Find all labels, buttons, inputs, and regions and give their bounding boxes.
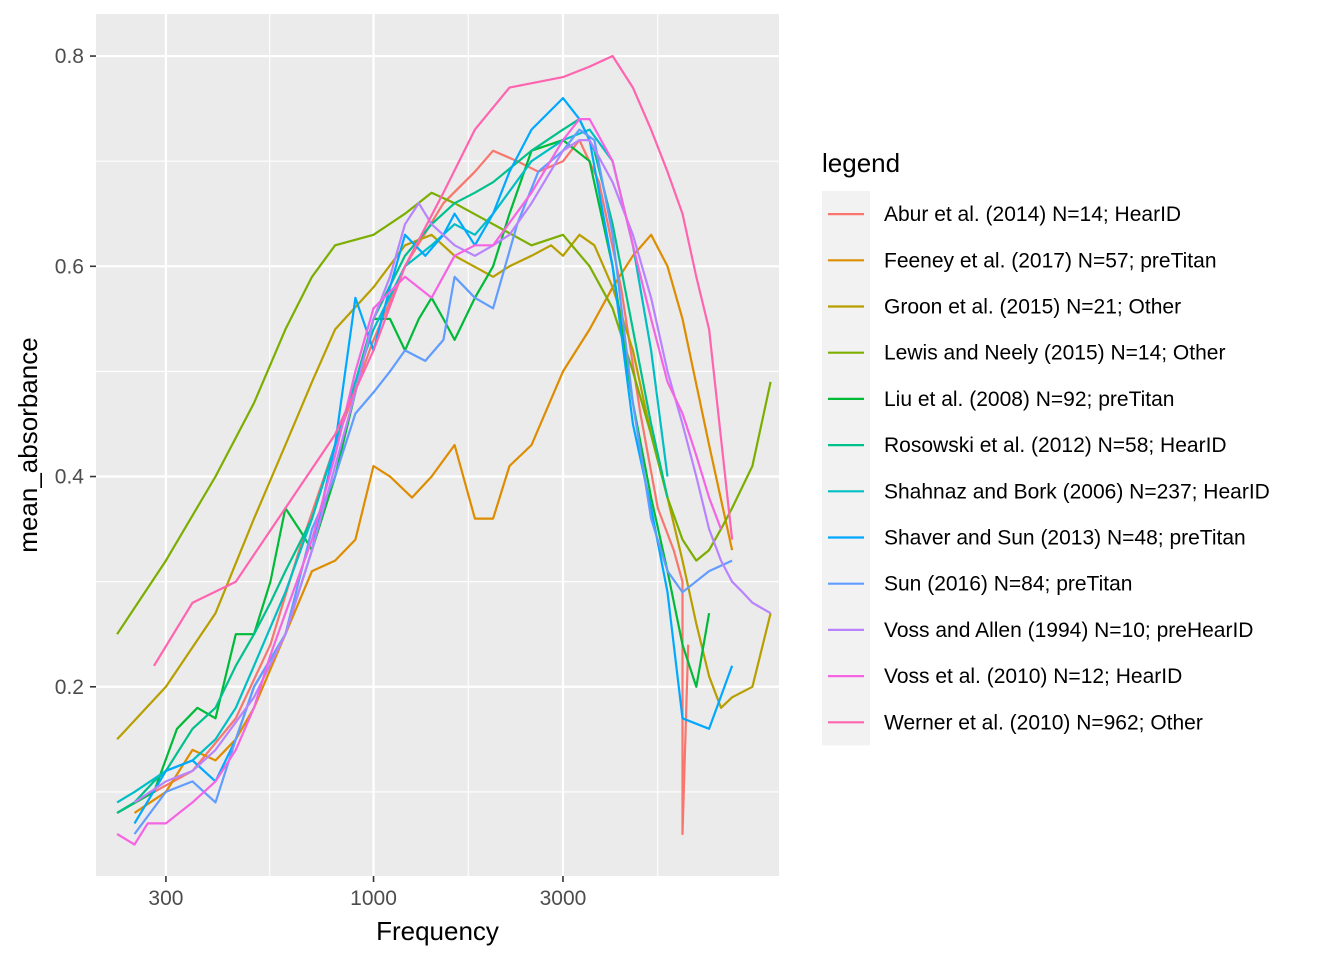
x-tick-label: 1000	[350, 887, 397, 910]
legend-keys-background	[822, 191, 870, 746]
legend-label-9: Sun (2016) N=84; preTitan	[884, 573, 1132, 596]
legend-label-3: Groon et al. (2015) N=21; Other	[884, 296, 1181, 319]
legend-label-7: Shahnaz and Bork (2006) N=237; HearID	[884, 480, 1270, 503]
legend-label-12: Werner et al. (2010) N=962; Other	[884, 711, 1203, 734]
series-line-2	[133, 233, 734, 814]
series-line-10	[133, 139, 772, 804]
series-line-4	[116, 191, 772, 635]
series-line-11	[116, 118, 723, 846]
legend-label-2: Feeney et al. (2017) N=57; preTitan	[884, 249, 1217, 272]
legend-title: legend	[822, 148, 900, 178]
legend-label-8: Shaver and Sun (2013) N=48; preTitan	[884, 527, 1246, 550]
y-tick-label: 0.2	[55, 676, 84, 699]
y-tick-label: 0.6	[55, 255, 84, 278]
series-line-1	[116, 139, 690, 836]
x-tick-label: 300	[148, 887, 183, 910]
legend-label-4: Lewis and Neely (2015) N=14; Other	[884, 342, 1225, 365]
series-line-12	[153, 54, 734, 667]
series-lines	[116, 54, 772, 846]
legend-label-1: Abur et al. (2014) N=14; HearID	[884, 203, 1181, 226]
legend-label-5: Liu et al. (2008) N=92; preTitan	[884, 388, 1174, 411]
axis-ticks: 300 1000 3000 0.2 0.4 0.6 0.8	[55, 45, 587, 910]
x-tick-label: 3000	[540, 887, 587, 910]
major-gridlines	[96, 14, 779, 876]
y-tick-label: 0.4	[55, 466, 85, 489]
legend: legend Abur et al. (2014) N=14; HearID Fe…	[822, 148, 1270, 746]
y-axis-title: mean_absorbance	[13, 337, 43, 552]
legend-items: Abur et al. (2014) N=14; HearID Feeney et…	[828, 203, 1270, 734]
series-line-5	[116, 139, 711, 814]
plot-panel	[96, 14, 779, 876]
series-line-3	[116, 233, 772, 741]
legend-label-6: Rosowski et al. (2012) N=58; HearID	[884, 434, 1227, 457]
x-axis-title: Frequency	[376, 916, 499, 946]
legend-label-10: Voss and Allen (1994) N=10; preHearID	[884, 619, 1253, 642]
y-tick-label: 0.8	[55, 45, 84, 68]
minor-gridlines	[96, 14, 779, 876]
series-line-9	[133, 128, 733, 835]
legend-label-11: Voss et al. (2010) N=12; HearID	[884, 665, 1182, 688]
series-line-7	[116, 128, 669, 804]
